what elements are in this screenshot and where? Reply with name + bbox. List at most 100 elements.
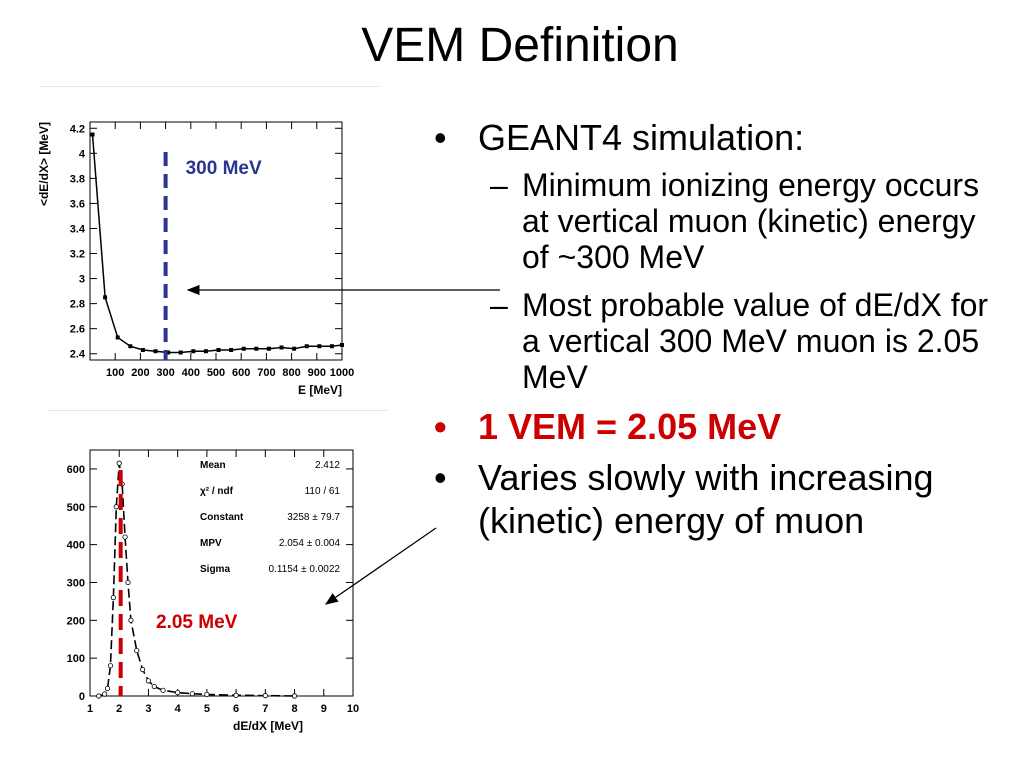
y-tick-label: 3 — [79, 274, 85, 286]
x-tick-label: 3 — [145, 703, 151, 715]
marker-label: 300 MeV — [186, 158, 262, 179]
data-point — [103, 295, 108, 300]
sub-bullet-most-probable: – Most probable value of dE/dX for a ver… — [490, 287, 992, 395]
x-tick-label: 300 — [156, 367, 174, 379]
data-point — [113, 504, 119, 510]
x-tick-label: 700 — [257, 367, 275, 379]
y-tick-label: 500 — [67, 502, 85, 514]
y-tick-label: 3.8 — [70, 173, 85, 185]
arrow-to-peak — [324, 527, 437, 605]
stats-value: 110 / 61 — [305, 486, 341, 497]
x-axis-label: E [MeV] — [298, 383, 342, 397]
x-tick-label: 6 — [233, 703, 239, 715]
bullet-marker: • — [434, 406, 447, 447]
bullet-marker: • — [434, 117, 447, 158]
data-point — [279, 345, 284, 350]
x-tick-label: 600 — [232, 367, 250, 379]
data-point — [134, 647, 140, 654]
stats-value: 2.412 — [315, 460, 340, 471]
dash-marker: – — [490, 167, 508, 203]
x-tick-label: 200 — [131, 367, 149, 379]
data-point — [110, 595, 116, 601]
data-point — [115, 335, 120, 340]
data-point — [216, 347, 221, 352]
data-point — [90, 132, 95, 137]
data-point — [317, 344, 322, 349]
x-tick-label: 10 — [347, 703, 359, 715]
bullet-marker: • — [434, 457, 447, 498]
y-tick-label: 400 — [67, 540, 85, 552]
x-tick-label: 900 — [308, 367, 326, 379]
x-tick-label: 800 — [282, 367, 300, 379]
y-axis-label: <dE/dX> [MeV] — [37, 122, 51, 206]
data-point — [241, 346, 246, 351]
x-axis-label: dE/dX [MeV] — [233, 719, 303, 733]
bullet-vem-definition: • 1 VEM = 2.05 MeV — [432, 405, 992, 448]
data-point — [340, 342, 344, 347]
bullet-text: 1 VEM = 2.05 MeV — [478, 406, 782, 447]
y-tick-label: 2.8 — [70, 299, 85, 311]
divider-top — [40, 86, 380, 87]
data-point — [128, 344, 133, 349]
x-tick-label: 7 — [262, 703, 268, 715]
y-tick-label: 200 — [67, 615, 85, 627]
stats-value: 0.1154 ± 0.0022 — [269, 564, 341, 575]
stats-name: Constant — [200, 512, 244, 523]
divider-middle — [48, 410, 388, 411]
sub-bullet-text: Most probable value of dE/dX for a verti… — [522, 287, 989, 395]
data-point — [233, 692, 239, 698]
data-point — [266, 346, 271, 351]
bullet-text: Varies slowly with increasing (kinetic) … — [478, 457, 934, 541]
data-point — [292, 346, 297, 351]
data-point — [140, 666, 146, 673]
x-tick-label: 400 — [182, 367, 200, 379]
data-point — [203, 349, 208, 354]
x-tick-label: 5 — [204, 703, 210, 715]
bullet-varies-slowly: • Varies slowly with increasing (kinetic… — [432, 456, 992, 542]
data-point — [175, 689, 181, 696]
dash-marker: – — [490, 287, 508, 323]
y-tick-label: 2.4 — [70, 349, 86, 361]
y-tick-label: 2.6 — [70, 324, 85, 336]
x-tick-label: 9 — [321, 703, 327, 715]
x-tick-label: 100 — [106, 367, 124, 379]
data-point — [145, 678, 152, 684]
stats-name: χ² / ndf — [200, 486, 234, 497]
bullet-text: GEANT4 simulation: — [478, 117, 805, 158]
y-tick-label: 4 — [79, 148, 86, 160]
fit-curve — [98, 463, 295, 697]
stats-name: Mean — [200, 460, 226, 471]
x-tick-label: 2 — [116, 703, 122, 715]
data-point — [96, 693, 102, 699]
y-tick-label: 4.2 — [70, 123, 85, 135]
y-tick-label: 600 — [67, 464, 85, 476]
data-point — [304, 344, 309, 349]
plot-frame — [89, 449, 354, 697]
stats-value: 2.054 ± 0.004 — [279, 538, 341, 549]
data-point — [291, 693, 298, 699]
data-point — [151, 683, 157, 690]
stats-value: 3258 ± 79.7 — [287, 512, 340, 523]
data-point — [254, 346, 259, 351]
x-tick-label: 1 — [87, 703, 93, 715]
slide-title: VEM Definition — [361, 19, 679, 72]
x-tick-label: 8 — [291, 703, 297, 715]
energy-loss-vs-energy-chart: 100 200 300 400 500 600 700 800 900 1000 2.4 2.6 2.8… — [37, 121, 354, 397]
data-point — [204, 691, 210, 698]
y-tick-label: 100 — [67, 653, 85, 665]
data-point — [128, 617, 134, 623]
data-point — [189, 691, 195, 697]
x-tick-label: 4 — [175, 703, 182, 715]
data-point — [229, 347, 234, 352]
y-tick-label: 3.6 — [70, 198, 85, 210]
data-point — [125, 579, 131, 586]
data-point — [122, 534, 128, 540]
stats-name: MPV — [200, 538, 222, 549]
data-point — [102, 691, 108, 697]
data-point — [262, 693, 268, 699]
data-point — [191, 349, 196, 354]
y-tick-label: 0 — [79, 691, 85, 703]
data-point — [329, 344, 334, 349]
